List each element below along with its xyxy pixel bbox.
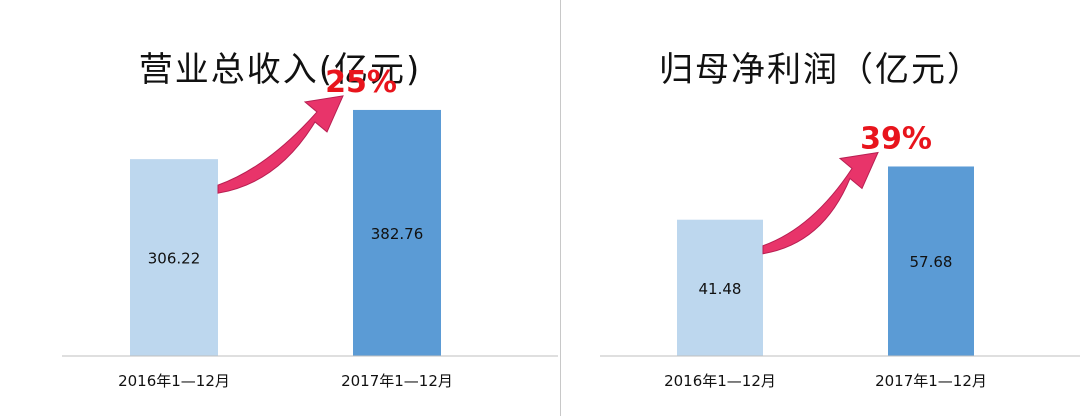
profit-bar-1 xyxy=(677,219,763,356)
panel-divider xyxy=(560,0,561,416)
revenue-bar-2 xyxy=(353,109,441,356)
revenue-chart-title: 营业总收入(亿元) xyxy=(138,50,422,90)
revenue-chart-panel: 营业总收入(亿元) 306.22 2016年1—12月 382.76 2017年1—1… xyxy=(62,50,558,390)
profit-value-label-2: 57.68 xyxy=(910,253,953,271)
profit-chart-svg: 41.48 2016年1—12月 57.68 2017年1—12月 39% xyxy=(600,121,1080,390)
revenue-value-label-1: 306.22 xyxy=(148,250,201,268)
profit-chart-title: 归母净利润（亿元） xyxy=(659,50,983,90)
revenue-growth-arrow-icon xyxy=(217,95,344,194)
revenue-growth-label: 25% xyxy=(325,65,397,100)
revenue-bar-1 xyxy=(130,159,218,356)
revenue-chart-svg: 306.22 2016年1—12月 382.76 2017年1—12月 25% xyxy=(62,65,558,390)
profit-category-label-2: 2017年1—12月 xyxy=(875,372,987,390)
profit-bar-2 xyxy=(888,166,974,356)
profit-category-label-1: 2016年1—12月 xyxy=(664,372,776,390)
profit-growth-arrow-icon xyxy=(762,151,879,255)
profit-chart-panel: 归母净利润（亿元） 41.48 2016年1—12月 57.68 2017年1—12月… xyxy=(562,0,1080,416)
profit-value-label-1: 41.48 xyxy=(699,280,742,298)
profit-growth-label: 39% xyxy=(860,121,932,156)
revenue-category-label-1: 2016年1—12月 xyxy=(118,372,230,390)
revenue-category-label-2: 2017年1—12月 xyxy=(341,372,453,390)
revenue-value-label-2: 382.76 xyxy=(371,225,424,243)
